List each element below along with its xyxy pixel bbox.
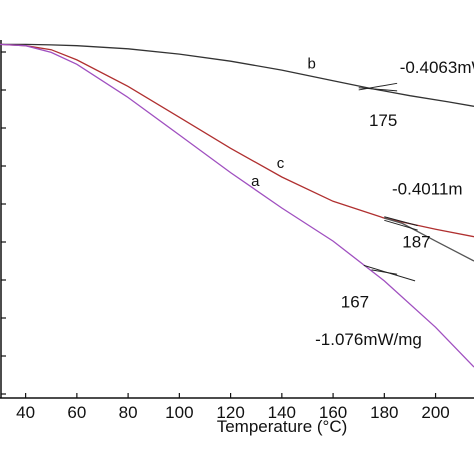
annotation-layer: b ca -0.4063mW/175 -0.4011m 187 167 -1.076mW/m… <box>251 56 474 349</box>
x-tick-label: 160 <box>319 403 347 422</box>
tangent-line <box>384 216 418 227</box>
x-tick-label: 120 <box>216 403 244 422</box>
x-tick-label: 40 <box>16 403 35 422</box>
x-tick-label: 80 <box>119 403 138 422</box>
annotation-text: 167 <box>341 292 369 311</box>
x-tick-label: 100 <box>165 403 193 422</box>
tangent-line <box>358 82 398 91</box>
curve-label: a <box>251 173 260 190</box>
annotation-text: 187 <box>402 233 430 252</box>
tangent-line <box>371 269 398 275</box>
series-line-2 <box>384 217 474 262</box>
tangent-layer <box>358 82 418 282</box>
x-tick-label: 180 <box>370 403 398 422</box>
annotation-text: -1.076mW/mg <box>315 330 422 349</box>
axes <box>0 40 474 399</box>
series-line-a <box>0 43 474 368</box>
annotation-text: 175 <box>369 111 397 130</box>
y-ticks <box>1 51 6 395</box>
x-axis-label: Temperature (°C) <box>217 417 348 436</box>
x-tick-label: 140 <box>268 403 296 422</box>
series-layer <box>0 43 474 368</box>
tangent-line <box>384 219 418 231</box>
x-ticks: 40 60 80 100 120 140 160 180 200 <box>16 393 450 422</box>
tangent-line <box>358 87 398 92</box>
annotation-text: -0.4011m <box>392 180 463 199</box>
curve-label: b <box>307 56 315 73</box>
x-tick-label: 60 <box>67 403 86 422</box>
series-line-b <box>0 43 474 107</box>
curve-label: c <box>277 155 285 172</box>
annotation-text: -0.4063mW/ <box>400 58 474 77</box>
x-tick-label: 200 <box>421 403 449 422</box>
